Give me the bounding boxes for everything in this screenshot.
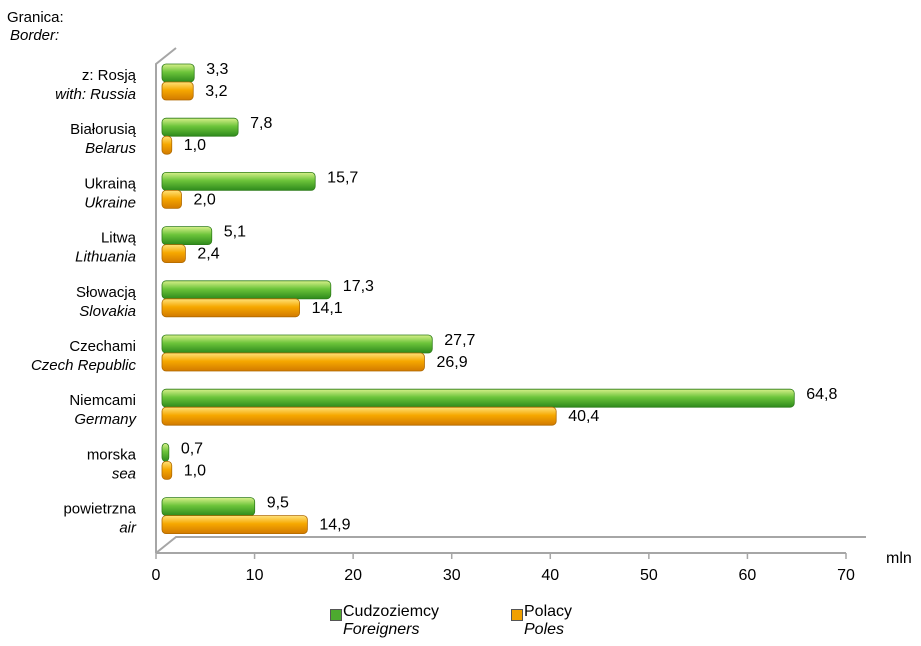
bar-poles xyxy=(161,298,300,318)
value-label-poles: 14,1 xyxy=(312,300,343,317)
category-label-en: with: Russia xyxy=(55,86,136,103)
category-label-pl: Ukrainą xyxy=(84,175,136,192)
value-label-foreigners: 3,3 xyxy=(206,61,228,78)
bar-poles xyxy=(161,460,173,480)
x-tick-label: 30 xyxy=(443,567,461,584)
bar-poles xyxy=(161,244,186,264)
x-tick-label: 50 xyxy=(640,567,658,584)
value-label-foreigners: 5,1 xyxy=(224,224,246,241)
legend-item-poles: Polacy Poles xyxy=(524,603,572,639)
value-label-poles: 2,4 xyxy=(197,246,219,263)
value-label-poles: 1,0 xyxy=(184,462,206,479)
bar-foreigners xyxy=(161,442,170,462)
category-label-pl: Niemcami xyxy=(69,392,136,409)
category-label-en: Slovakia xyxy=(79,303,136,320)
bar-foreigners xyxy=(161,117,239,137)
value-label-foreigners: 27,7 xyxy=(444,332,475,349)
bar-poles xyxy=(161,135,173,155)
bar-foreigners xyxy=(161,226,213,246)
y-axis-categories: z: Rosją with: Russia Białorusią Belarus Ukr… xyxy=(31,67,138,537)
x-tick-label: 10 xyxy=(246,567,264,584)
bar-foreigners xyxy=(161,171,316,191)
category-label-en: air xyxy=(119,520,137,537)
category-label-pl: Słowacją xyxy=(76,284,137,301)
legend-label-foreigners-en: Foreigners xyxy=(343,621,420,638)
value-label-foreigners: 0,7 xyxy=(181,440,203,457)
unit-label: mln xyxy=(886,550,912,567)
category-label-pl: powietrzna xyxy=(63,501,136,518)
value-label-poles: 40,4 xyxy=(568,408,599,425)
category-label-en: sea xyxy=(112,465,136,482)
category-label-pl: Białorusią xyxy=(70,121,137,138)
category-label-pl: Czechami xyxy=(69,338,136,355)
x-tick-label: 60 xyxy=(739,567,757,584)
category-label-en: Belarus xyxy=(85,140,136,157)
legend-item-foreigners: Cudzoziemcy Foreigners xyxy=(343,603,439,639)
value-label-poles: 3,2 xyxy=(205,83,227,100)
y-axis-title-pl: Granica: xyxy=(7,9,64,26)
legend-label-foreigners-pl: Cudzoziemcy xyxy=(343,603,440,620)
category-label-pl: z: Rosją xyxy=(82,67,137,84)
value-label-poles: 14,9 xyxy=(319,517,350,534)
data-labels: 3,3 7,8 15,7 5,1 17,3 27,7 64,8 0,7 9,5 3,2 1,0 2,0… xyxy=(181,61,838,534)
x-tick-label: 70 xyxy=(837,567,855,584)
value-label-foreigners: 17,3 xyxy=(343,278,374,295)
x-axis: 0 10 20 30 40 50 60 70 xyxy=(152,553,855,584)
legend-swatch-poles xyxy=(511,609,523,621)
bar-foreigners xyxy=(161,388,795,408)
legend-swatch-foreigners xyxy=(330,609,342,621)
value-label-poles: 26,9 xyxy=(436,354,467,371)
bar-poles xyxy=(161,515,308,534)
bar-poles xyxy=(161,406,557,426)
value-label-poles: 1,0 xyxy=(184,137,206,154)
y-axis-title-en: Border: xyxy=(10,27,59,44)
value-label-foreigners: 15,7 xyxy=(327,169,358,186)
legend-label-poles-pl: Polacy xyxy=(524,603,573,620)
value-label-foreigners: 7,8 xyxy=(250,115,272,132)
x-tick-label: 20 xyxy=(344,567,362,584)
bar-foreigners xyxy=(161,280,332,300)
x-tick-label: 0 xyxy=(152,567,161,584)
category-label-pl: morska xyxy=(87,446,137,463)
value-label-foreigners: 64,8 xyxy=(806,386,837,403)
bar-foreigners xyxy=(161,334,433,354)
bars xyxy=(161,63,795,534)
plot-frame xyxy=(155,47,866,554)
category-label-en: Lithuania xyxy=(75,249,136,266)
category-label-en: Germany xyxy=(74,411,137,428)
x-tick-label: 40 xyxy=(541,567,559,584)
bar-foreigners xyxy=(161,497,256,517)
value-label-foreigners: 9,5 xyxy=(267,495,289,512)
bar-poles xyxy=(161,189,182,209)
bar-foreigners xyxy=(161,63,195,83)
bar-poles xyxy=(161,81,194,101)
bar-poles xyxy=(161,352,425,372)
category-label-en: Czech Republic xyxy=(31,357,137,374)
category-label-en: Ukraine xyxy=(84,194,136,211)
legend-label-poles-en: Poles xyxy=(524,621,565,638)
y-axis-title: Granica: Border: xyxy=(7,9,64,44)
category-label-pl: Litwą xyxy=(101,230,137,247)
value-label-poles: 2,0 xyxy=(194,191,216,208)
